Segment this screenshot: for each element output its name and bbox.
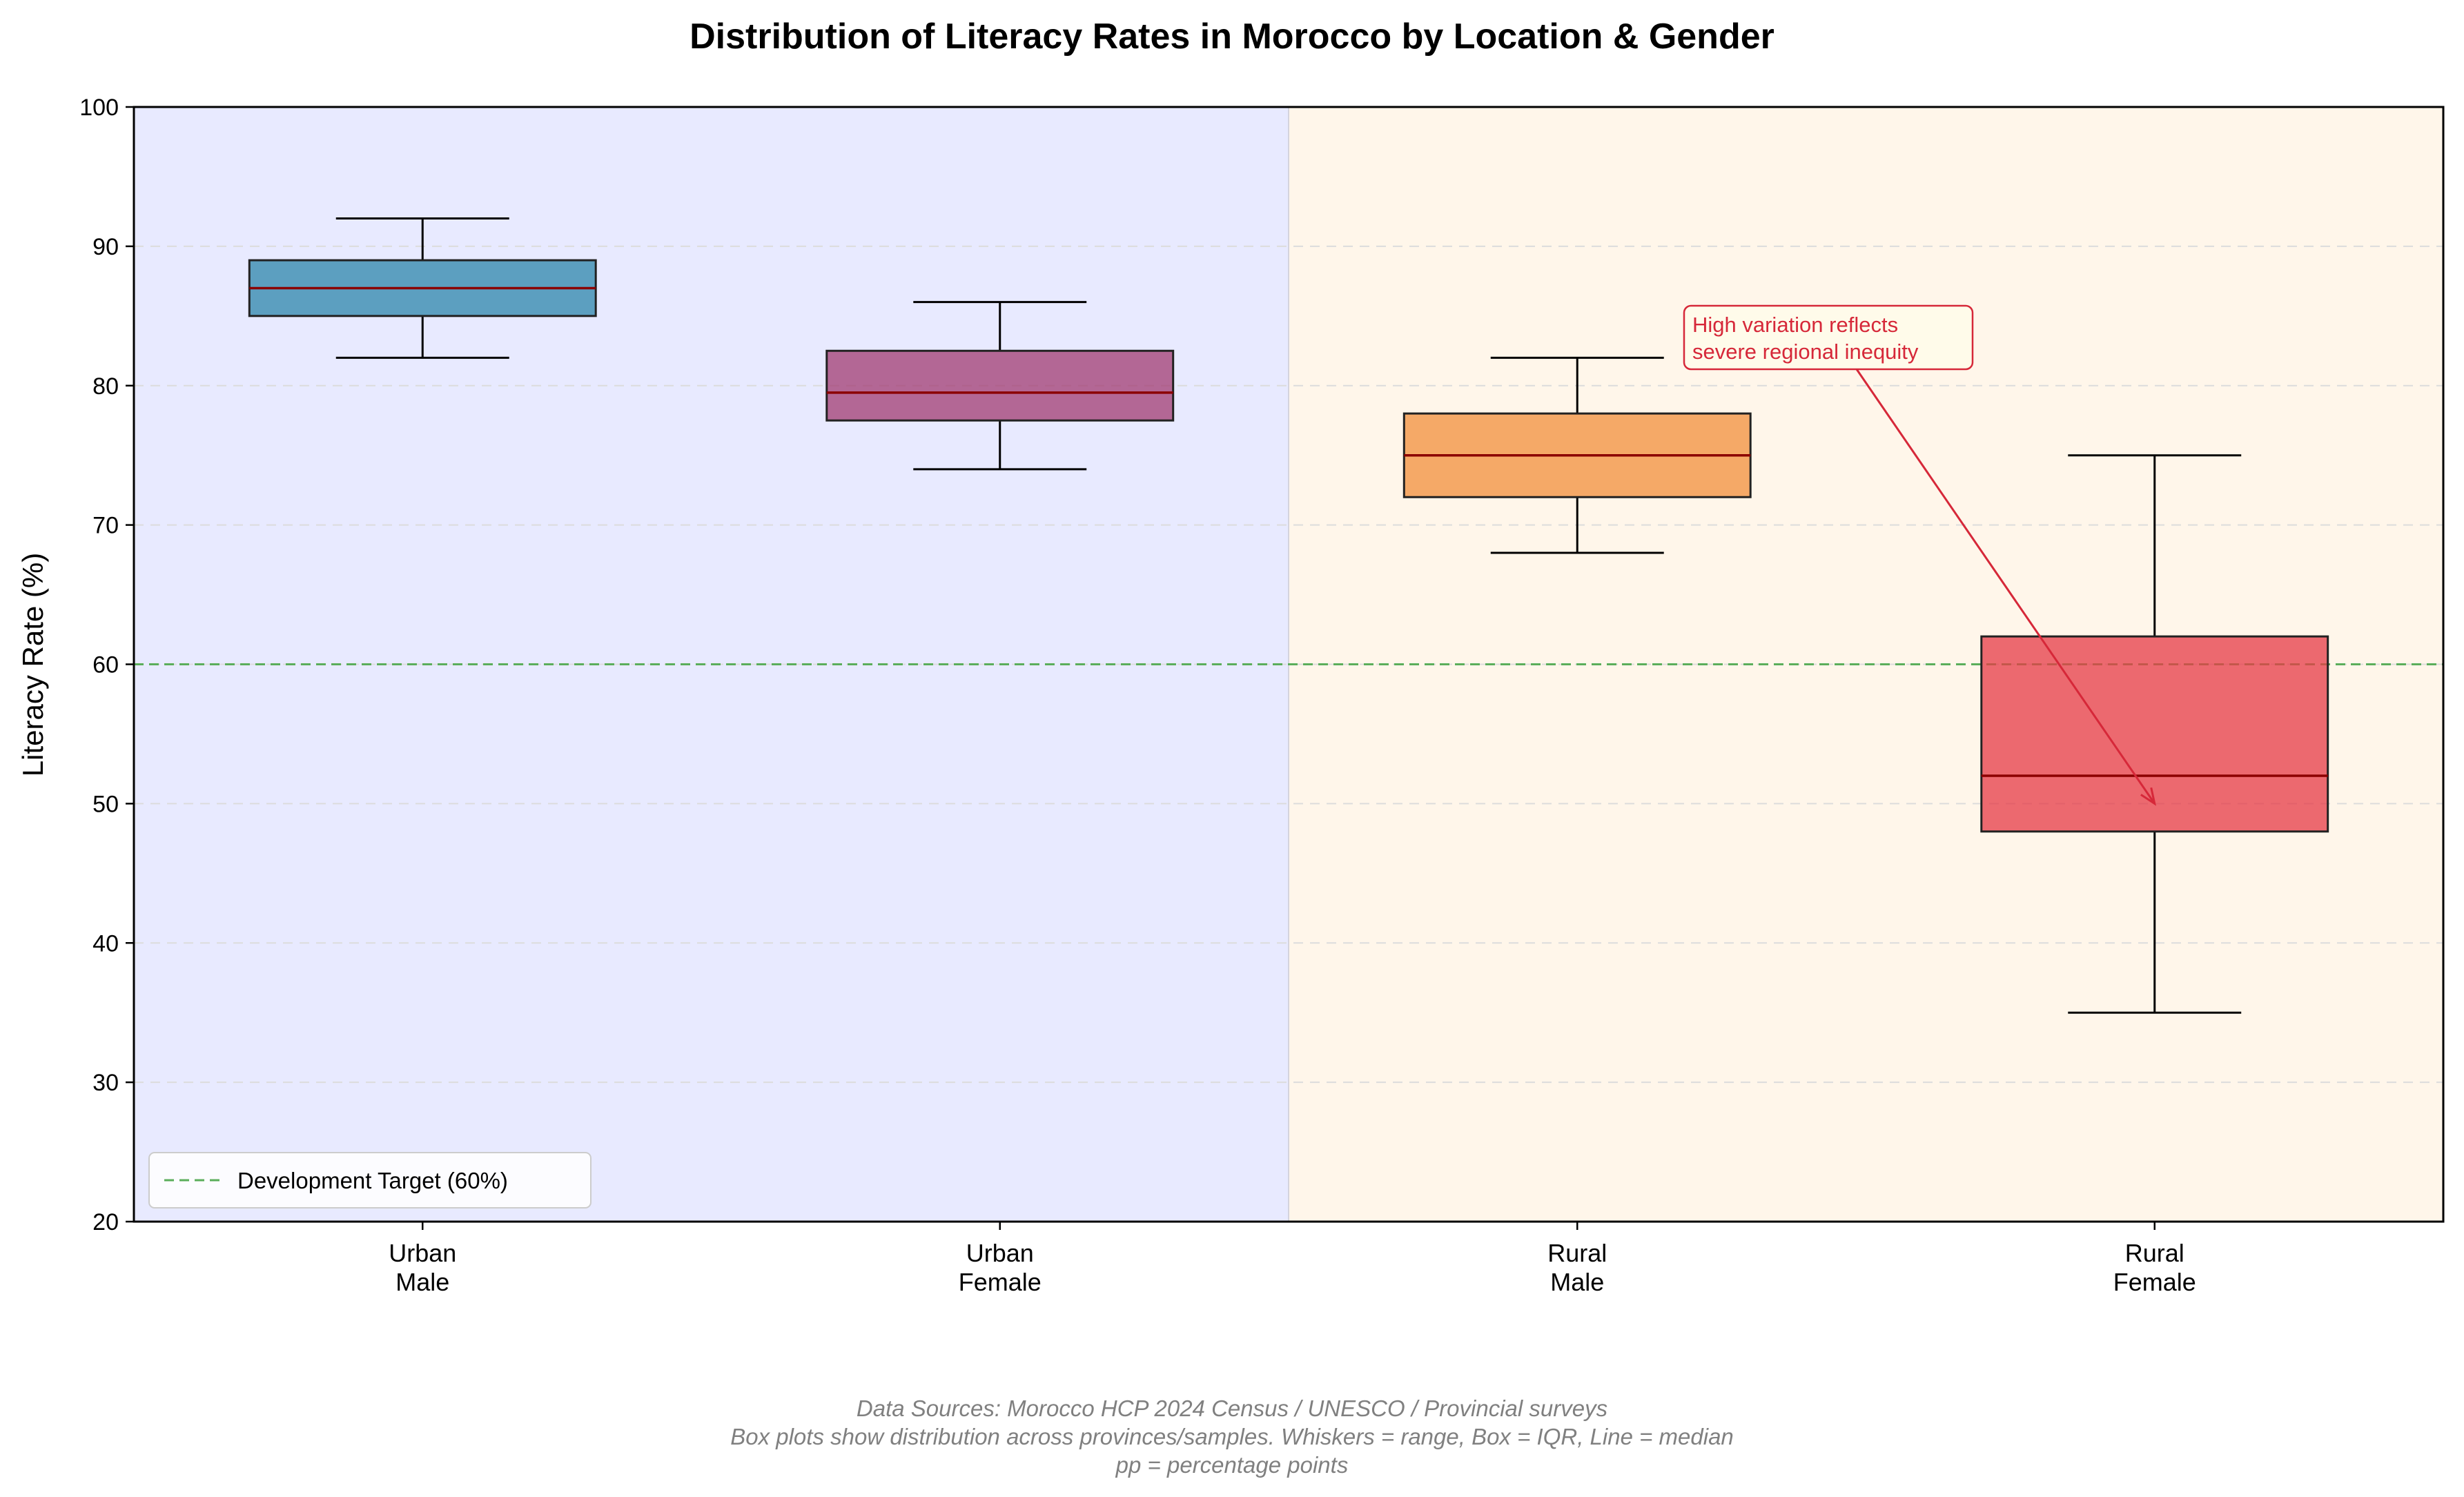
x-tick-label-line1: Urban: [966, 1239, 1034, 1267]
footer-line-3: pp = percentage points: [1115, 1452, 1349, 1478]
annotation-text-line2: severe regional inequity: [1692, 340, 1919, 364]
y-tick-label: 80: [92, 373, 119, 400]
chart-title: Distribution of Literacy Rates in Morocc…: [690, 17, 1774, 57]
y-tick-label: 90: [92, 234, 119, 260]
y-axis: 20 30 40 50 60 70 80 90 100: [79, 95, 134, 1235]
box-series: [248, 217, 2329, 1014]
annotation-arrow-line: [1855, 369, 2155, 805]
x-tick-label-line2: Female: [2113, 1268, 2196, 1296]
y-tick-label: 20: [92, 1209, 119, 1235]
x-tick-label-line1: Rural: [1547, 1239, 1607, 1267]
iqr-box: [825, 349, 1175, 422]
annotation: High variation reflects severe regional …: [1683, 304, 2156, 806]
plot-area: High variation reflects severe regional …: [133, 106, 2445, 1223]
y-tick-label: 40: [92, 930, 119, 957]
x-tick-label-line1: Rural: [2125, 1239, 2184, 1267]
footer-notes: Data Sources: Morocco HCP 2024 Census / …: [730, 1396, 1734, 1478]
y-tick-label: 60: [92, 652, 119, 678]
x-tick-label-line2: Male: [395, 1268, 449, 1296]
box-3: [1402, 356, 1752, 554]
box-2: [825, 301, 1175, 471]
legend-box: [148, 1152, 591, 1209]
y-tick-label: 30: [92, 1070, 119, 1096]
annotation-arrow-head: [2140, 787, 2156, 806]
annotation-box: [1683, 304, 1974, 371]
y-tick-label: 70: [92, 513, 119, 539]
legend: Development Target (60%): [148, 1152, 591, 1209]
x-tick-label-line2: Male: [1550, 1268, 1604, 1296]
footer-line-2: Box plots show distribution across provi…: [730, 1424, 1734, 1449]
y-tick-label: 100: [79, 95, 119, 121]
legend-label-development-target: Development Target (60%): [237, 1168, 508, 1193]
y-axis-label: Literacy Rate (%): [17, 553, 49, 776]
annotation-text-line1: High variation reflects: [1692, 313, 1898, 337]
x-tick-label-line1: Urban: [389, 1239, 456, 1267]
x-tick-label-line2: Female: [959, 1268, 1042, 1296]
box-1: [248, 217, 597, 359]
y-tick-label: 50: [92, 791, 119, 817]
footer-line-1: Data Sources: Morocco HCP 2024 Census / …: [857, 1396, 1607, 1421]
